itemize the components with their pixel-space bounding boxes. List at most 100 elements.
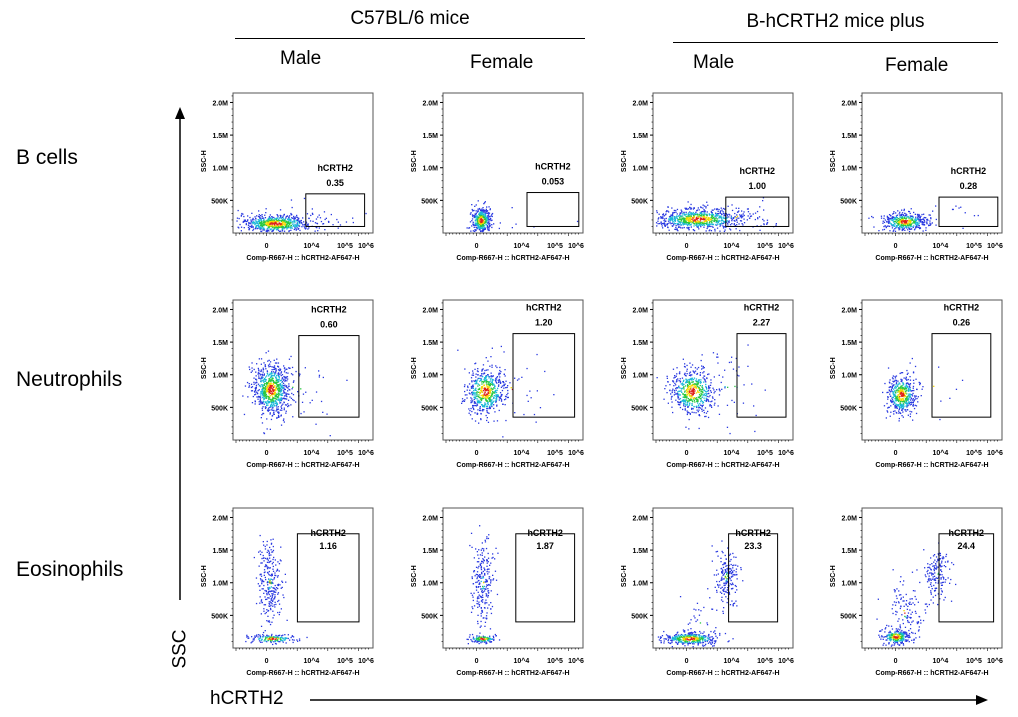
event-dot — [743, 211, 745, 213]
event-dot — [272, 397, 274, 399]
event-dot — [701, 408, 703, 410]
event-dot — [681, 219, 683, 221]
y-axis-label: SSC-H — [830, 150, 837, 172]
event-dot — [273, 405, 275, 407]
event-dot — [682, 218, 684, 220]
event-dot — [256, 381, 258, 384]
event-dot — [487, 385, 489, 387]
event-dot — [482, 215, 484, 217]
event-dot — [700, 213, 703, 215]
event-dot — [906, 406, 908, 408]
event-dot — [689, 379, 691, 381]
event-dot — [692, 385, 694, 387]
event-dot — [278, 377, 280, 379]
event-dot — [268, 386, 271, 389]
event-dot — [891, 401, 893, 404]
event-dot — [279, 383, 281, 386]
event-dot — [254, 223, 256, 225]
event-dot — [281, 409, 283, 411]
event-dot — [491, 384, 494, 386]
event-dot — [504, 375, 506, 377]
event-dot — [702, 365, 704, 368]
event-dot — [691, 384, 694, 386]
event-dot — [901, 407, 903, 409]
event-dot — [890, 405, 892, 407]
event-dot — [706, 390, 708, 392]
event-dot — [476, 228, 478, 230]
event-dot — [682, 393, 684, 395]
event-dot — [496, 395, 499, 397]
event-dot — [264, 378, 266, 381]
event-dot — [475, 212, 477, 214]
event-dot — [688, 374, 691, 376]
gate-percent: 2.27 — [753, 318, 771, 328]
event-dot — [703, 205, 706, 207]
event-dot — [291, 217, 293, 219]
event-dot — [910, 223, 913, 225]
event-dot — [477, 368, 479, 370]
event-dot — [491, 213, 493, 216]
event-dot — [477, 383, 479, 385]
event-dot — [703, 381, 705, 383]
event-dot — [276, 416, 278, 419]
event-dot — [672, 388, 674, 390]
event-dot — [888, 225, 891, 227]
event-dot — [275, 380, 278, 382]
event-dot — [891, 400, 893, 402]
event-dot — [742, 213, 744, 215]
event-dot — [690, 366, 692, 368]
event-dot — [912, 403, 914, 406]
event-dot — [488, 216, 490, 218]
event-dot — [487, 375, 489, 377]
event-dot — [484, 386, 486, 389]
event-dot — [741, 214, 743, 216]
event-dot — [365, 212, 367, 215]
event-dot — [498, 374, 500, 376]
event-dot — [701, 390, 703, 393]
event-dot — [899, 214, 901, 217]
event-dot — [707, 204, 709, 206]
event-dot — [259, 373, 261, 375]
event-dot — [287, 222, 289, 224]
event-dot — [683, 365, 686, 368]
event-dot — [693, 215, 695, 217]
event-dot — [261, 220, 263, 222]
event-dot — [705, 399, 708, 402]
event-dot — [887, 218, 889, 221]
event-dot — [284, 385, 286, 387]
event-dot — [263, 223, 265, 225]
event-dot — [902, 224, 904, 226]
event-dot — [887, 216, 890, 219]
event-dot — [678, 226, 680, 228]
event-dot — [292, 223, 294, 225]
event-dot — [484, 387, 486, 390]
event-dot — [715, 217, 717, 219]
event-dot — [891, 397, 893, 399]
event-dot — [276, 399, 279, 401]
event-dot — [905, 217, 908, 219]
event-dot — [702, 210, 704, 213]
event-dot — [740, 220, 743, 222]
event-dot — [486, 405, 488, 407]
event-dot — [901, 213, 903, 216]
event-dot — [282, 379, 285, 381]
event-dot — [280, 406, 282, 408]
event-dot — [285, 378, 287, 380]
event-dot — [688, 390, 691, 392]
event-dot — [260, 417, 262, 419]
event-dot — [681, 216, 683, 218]
event-dot — [276, 403, 279, 405]
event-dot — [683, 223, 686, 225]
event-dot — [762, 200, 764, 202]
event-dot — [479, 215, 481, 217]
event-dot — [887, 367, 890, 369]
event-dot — [474, 389, 476, 391]
event-dot — [908, 226, 910, 229]
event-dot — [727, 205, 729, 207]
event-dot — [910, 397, 912, 399]
event-dot — [714, 219, 717, 221]
event-dot — [485, 383, 488, 385]
event-dot — [710, 405, 712, 407]
event-dot — [498, 381, 500, 384]
event-dot — [709, 229, 711, 231]
